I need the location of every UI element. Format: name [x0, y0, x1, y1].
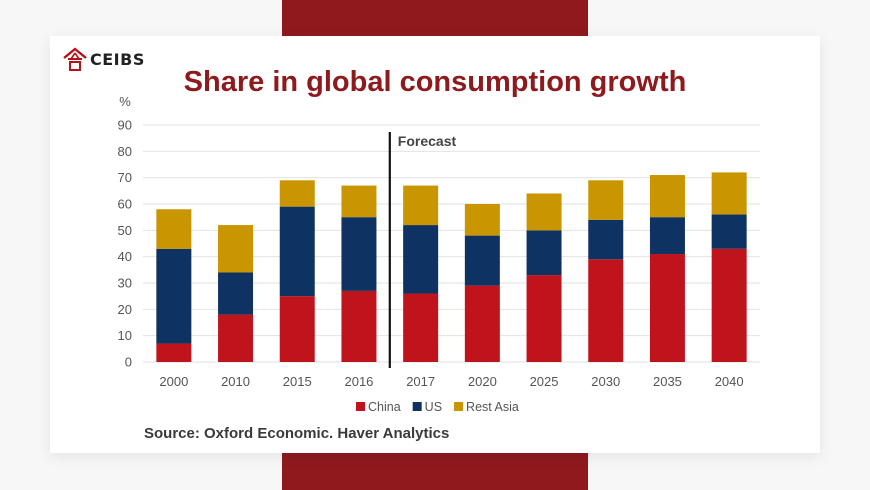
- bar-us-2030: [588, 219, 624, 260]
- bar-rest-asia-2000: [156, 209, 192, 249]
- bar-rest-asia-2017: [403, 185, 439, 226]
- legend: China US Rest Asia: [356, 400, 519, 414]
- y-tick-label: 30: [118, 276, 132, 291]
- bar-china-2010: [218, 314, 254, 362]
- y-tick-label: 90: [118, 118, 132, 133]
- x-tick-label: 2015: [283, 374, 312, 389]
- bar-rest-asia-2035: [649, 175, 685, 218]
- y-axis-label: %: [119, 94, 131, 109]
- bar-rest-asia-2040: [711, 172, 747, 215]
- x-tick-label: 2017: [406, 374, 435, 389]
- y-tick-label: 50: [118, 223, 132, 238]
- bar-us-2035: [649, 217, 685, 255]
- bar-china-2025: [526, 275, 562, 362]
- y-tick-label: 60: [118, 197, 132, 212]
- bar-china-2000: [156, 343, 192, 362]
- bar-us-2040: [711, 214, 747, 249]
- legend-swatch-rest-asia: [454, 402, 464, 411]
- bar-us-2015: [279, 206, 315, 297]
- logo-text: CEIBS: [90, 49, 145, 69]
- x-tick-label: 2035: [653, 374, 682, 389]
- y-tick-label: 70: [118, 170, 132, 185]
- bottom-red-band: [282, 453, 588, 490]
- legend-label-china: China: [368, 400, 401, 414]
- ceibs-house-icon: [63, 47, 87, 71]
- bar-us-2010: [218, 272, 254, 315]
- bar-us-2020: [464, 235, 500, 286]
- bar-us-2025: [526, 230, 562, 276]
- bar-rest-asia-2030: [588, 180, 624, 220]
- bar-china-2016: [341, 290, 377, 362]
- bar-china-2040: [711, 248, 747, 362]
- bar-us-2000: [156, 248, 192, 344]
- bar-rest-asia-2025: [526, 193, 562, 231]
- bar-rest-asia-2016: [341, 185, 377, 218]
- x-tick-label: 2030: [591, 374, 620, 389]
- legend-swatch-china: [356, 402, 365, 411]
- bar-china-2020: [464, 285, 500, 362]
- x-tick-label: 2025: [530, 374, 559, 389]
- bar-rest-asia-2010: [218, 225, 254, 273]
- y-tick-label: 80: [118, 144, 132, 159]
- bar-china-2035: [649, 254, 685, 362]
- x-tick-label: 2016: [344, 374, 373, 389]
- source-note: Source: Oxford Economic. Haver Analytics: [144, 425, 450, 442]
- x-tick-label: 2020: [468, 374, 497, 389]
- bar-rest-asia-2020: [464, 204, 500, 236]
- x-tick-label: 2040: [715, 374, 744, 389]
- logo: CEIBS: [62, 47, 145, 71]
- chart-title: Share in global consumption growth: [0, 66, 870, 99]
- bar-china-2017: [403, 293, 439, 362]
- y-tick-label: 20: [118, 302, 132, 317]
- bar-us-2017: [403, 225, 439, 294]
- y-tick-label: 0: [125, 355, 132, 370]
- y-tick-label: 10: [118, 328, 132, 343]
- chart-title-text: Share in global consumption growth: [183, 66, 687, 98]
- x-tick-label: 2010: [221, 374, 250, 389]
- legend-label-rest-asia: Rest Asia: [466, 400, 519, 414]
- legend-label-us: US: [425, 400, 442, 414]
- legend-swatch-us: [412, 402, 422, 411]
- forecast-annotation: Forecast: [398, 133, 457, 149]
- bar-china-2030: [588, 259, 624, 362]
- y-tick-label: 40: [118, 249, 132, 264]
- bar-china-2015: [279, 296, 315, 362]
- bar-rest-asia-2015: [279, 180, 315, 207]
- bar-us-2016: [341, 217, 377, 291]
- top-red-band: [282, 0, 588, 36]
- x-tick-label: 2000: [159, 374, 188, 389]
